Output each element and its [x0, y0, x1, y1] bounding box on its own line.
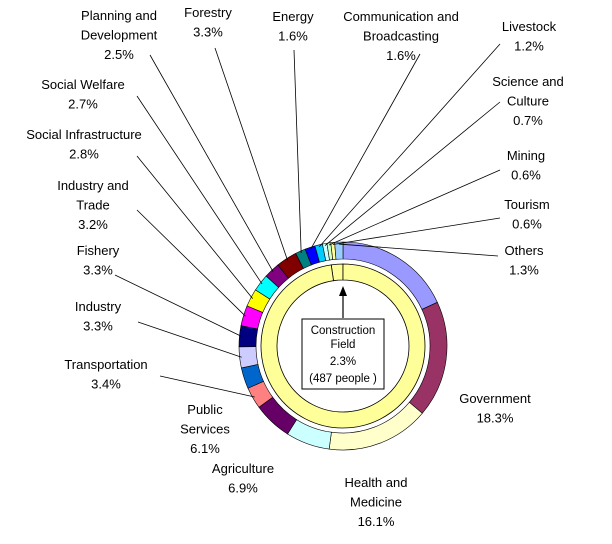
label-agriculture: Agriculture 6.9%: [212, 461, 274, 496]
leader-livestock: [318, 43, 501, 248]
label-forestry: Forestry 3.3%: [184, 5, 232, 40]
label-science-and-line-2: 0.7%: [513, 113, 543, 128]
slice-others-20: [334, 241, 344, 260]
callout-arrowhead: [339, 286, 347, 296]
label-public-line-1: Services: [180, 422, 230, 437]
label-energy-line-1: 1.6%: [278, 29, 308, 44]
label-agriculture-line-0: Agriculture: [212, 461, 274, 476]
label-others-line-1: 1.3%: [509, 263, 539, 278]
label-tourism-line-0: Tourism: [504, 197, 550, 212]
label-tourism: Tourism 0.6%: [504, 197, 550, 232]
label-communication-and-line-0: Communication and: [343, 9, 459, 24]
label-mining-line-1: 0.6%: [511, 168, 541, 183]
center-box: [301, 318, 385, 390]
label-forestry-line-0: Forestry: [184, 5, 232, 20]
label-social-welfare-line-1: 2.7%: [68, 97, 98, 112]
label-industry-and-line-1: Trade: [76, 198, 109, 213]
label-industry-and: Industry and Trade 3.2%: [57, 178, 129, 232]
leader-science-and: [324, 101, 501, 246]
label-science-and-line-1: Culture: [507, 94, 549, 109]
leader-others: [338, 243, 499, 257]
label-communication-and: Communication and Broadcasting 1.6%: [343, 9, 459, 63]
label-planning-and-line-2: 2.5%: [104, 47, 134, 62]
leader-mining: [328, 169, 501, 246]
leader-energy: [293, 49, 302, 253]
label-planning-and-line-1: Development: [81, 28, 158, 43]
label-social-welfare: Social Welfare 2.7%: [41, 77, 125, 112]
label-planning-and: Planning and Development 2.5%: [81, 8, 158, 62]
label-forestry-line-1: 3.3%: [193, 25, 223, 40]
leader-social-infrastructure: [136, 155, 253, 299]
label-livestock-line-1: 1.2%: [514, 39, 544, 54]
label-fishery-line-0: Fishery: [77, 243, 120, 258]
inner-slice-rest-1: [260, 263, 426, 429]
leader-lines: [114, 43, 501, 398]
label-industry-line-0: Industry: [75, 299, 122, 314]
label-livestock-line-0: Livestock: [502, 19, 557, 34]
label-government-line-1: 18.3%: [477, 411, 514, 426]
label-others: Others 1.3%: [504, 243, 544, 278]
label-transportation: Transportation 3.4%: [64, 357, 147, 392]
label-health-and-line-1: Medicine: [350, 495, 402, 510]
outer-ring: [238, 241, 448, 451]
label-mining-line-0: Mining: [507, 148, 545, 163]
label-industry: Industry 3.3%: [75, 299, 122, 334]
label-government: Government 18.3%: [459, 391, 531, 426]
label-transportation-line-0: Transportation: [64, 357, 147, 372]
label-public-line-0: Public: [187, 402, 223, 417]
label-others-line-0: Others: [504, 243, 544, 258]
label-agriculture-line-1: 6.9%: [228, 481, 258, 496]
center-box-line-3: 2.3%: [330, 356, 356, 368]
leader-planning-and: [149, 54, 274, 272]
label-communication-and-line-2: 1.6%: [386, 48, 416, 63]
slice-labels: Planning and Development 2.5% Forestry 3.3% E…: [26, 5, 564, 529]
label-communication-and-line-1: Broadcasting: [363, 29, 439, 44]
label-public-line-2: 6.1%: [190, 441, 220, 456]
label-industry-and-line-2: 3.2%: [78, 217, 108, 232]
leader-forestry: [214, 47, 288, 261]
leader-fishery: [114, 274, 242, 337]
center-box-line-2: Field: [331, 339, 356, 351]
label-industry-line-1: 3.3%: [83, 319, 113, 334]
center-box-line-4: (487 people ): [309, 373, 377, 385]
label-energy: Energy 1.6%: [272, 9, 314, 44]
inner-ring: [260, 263, 426, 429]
label-health-and: Health and Medicine 16.1%: [345, 475, 408, 529]
label-social-infrastructure-line-1: 2.8%: [69, 147, 99, 162]
label-social-welfare-line-0: Social Welfare: [41, 77, 125, 92]
label-tourism-line-1: 0.6%: [512, 217, 542, 232]
label-social-infrastructure: Social Infrastructure 2.8%: [26, 127, 142, 162]
label-transportation-line-1: 3.4%: [91, 377, 121, 392]
slice-industry-7: [238, 346, 259, 369]
label-industry-and-line-0: Industry and: [57, 178, 129, 193]
label-fishery: Fishery 3.3%: [77, 243, 120, 278]
label-public: Public Services 6.1%: [180, 402, 230, 456]
label-mining: Mining 0.6%: [507, 148, 545, 183]
center-box-line-1: Construction: [311, 325, 376, 337]
leader-social-welfare: [136, 95, 263, 285]
label-energy-line-0: Energy: [272, 9, 314, 24]
label-social-infrastructure-line-0: Social Infrastructure: [26, 127, 142, 142]
leader-transportation: [159, 375, 255, 398]
label-science-and: Science and Culture 0.7%: [492, 74, 564, 128]
label-planning-and-line-0: Planning and: [81, 8, 157, 23]
slice-fishery-8: [238, 325, 259, 348]
construction-field-callout: Construction Field 2.3% (487 people ): [301, 286, 385, 390]
label-livestock: Livestock 1.2%: [502, 19, 557, 54]
label-science-and-line-0: Science and: [492, 74, 564, 89]
leader-industry-and: [136, 209, 246, 317]
label-health-and-line-0: Health and: [345, 475, 408, 490]
leader-industry: [137, 321, 242, 358]
leader-tourism: [332, 217, 501, 245]
label-fishery-line-1: 3.3%: [83, 263, 113, 278]
label-government-line-0: Government: [459, 391, 531, 406]
label-health-and-line-2: 16.1%: [358, 514, 395, 529]
leader-communication-and: [310, 53, 421, 250]
